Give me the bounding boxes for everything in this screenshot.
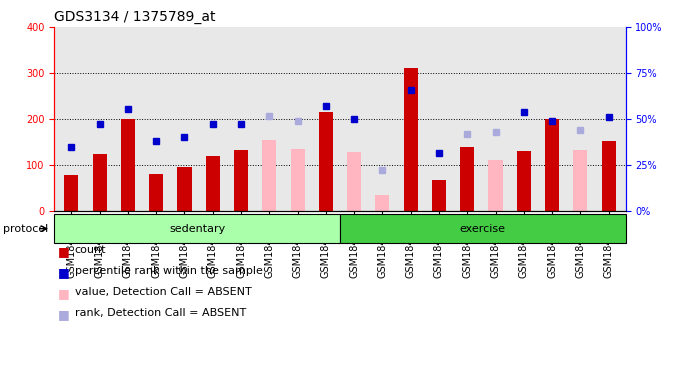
Bar [573, 150, 588, 211]
Bar [121, 119, 135, 211]
Bar [432, 180, 446, 211]
Bar [460, 147, 475, 211]
Bar [290, 149, 305, 211]
Text: exercise: exercise [460, 223, 506, 234]
Text: sedentary: sedentary [169, 223, 225, 234]
Bar [262, 140, 276, 211]
Text: GDS3134 / 1375789_at: GDS3134 / 1375789_at [54, 10, 216, 25]
Text: value, Detection Call = ABSENT: value, Detection Call = ABSENT [75, 287, 252, 297]
Bar [65, 175, 78, 211]
Bar [92, 154, 107, 211]
Bar [545, 119, 559, 211]
Bar [404, 68, 418, 211]
Text: ■: ■ [58, 287, 69, 300]
Text: count: count [75, 245, 106, 255]
Text: ■: ■ [58, 245, 69, 258]
Text: protocol: protocol [3, 223, 49, 234]
Text: ■: ■ [58, 266, 69, 279]
Text: ■: ■ [58, 308, 69, 321]
Text: percentile rank within the sample: percentile rank within the sample [75, 266, 262, 276]
Text: rank, Detection Call = ABSENT: rank, Detection Call = ABSENT [75, 308, 246, 318]
Bar [517, 151, 531, 211]
Bar [375, 195, 390, 211]
Bar [177, 167, 192, 211]
Bar [347, 152, 361, 211]
Bar [149, 174, 163, 211]
Bar [488, 160, 503, 211]
Bar [205, 156, 220, 211]
Bar [602, 141, 615, 211]
Bar [319, 112, 333, 211]
Bar [234, 151, 248, 211]
